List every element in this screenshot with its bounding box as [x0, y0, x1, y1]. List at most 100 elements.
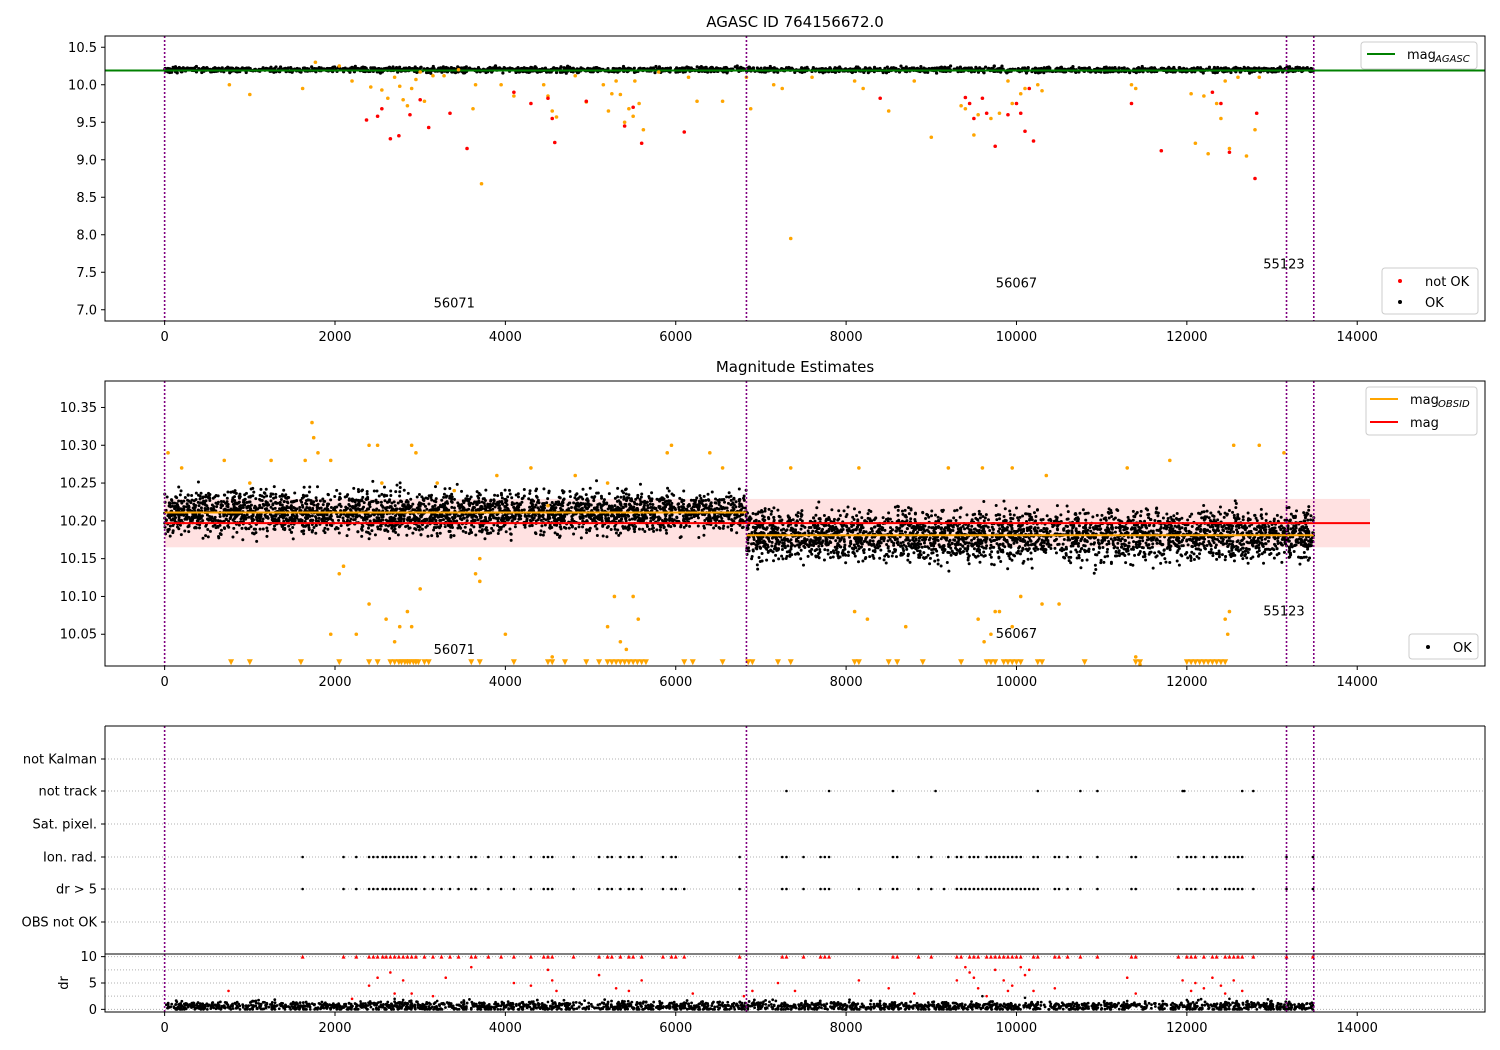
ok-point: [704, 65, 708, 70]
ok-point: [346, 515, 350, 519]
excluded-point: [550, 109, 555, 113]
ok-point: [561, 491, 565, 495]
ok-point: [596, 508, 600, 512]
excluded-point: [929, 135, 934, 140]
ok-point: [483, 499, 487, 503]
ok-point: [345, 534, 349, 538]
excluded-point: [1133, 86, 1138, 91]
ok-point: [526, 514, 530, 518]
ok-point: [375, 501, 379, 505]
ok-point: [529, 65, 533, 69]
ok-point: [173, 501, 177, 505]
ok-point: [377, 67, 381, 71]
not-ok-point: [682, 130, 687, 134]
not-ok-point: [622, 124, 627, 128]
ok-point: [406, 491, 410, 495]
ok-point: [408, 504, 412, 508]
excluded-point: [471, 106, 475, 111]
ok-point: [528, 524, 532, 528]
ok-point: [385, 494, 389, 498]
ok-point: [477, 496, 481, 500]
ok-point: [197, 493, 201, 497]
ok-point: [226, 524, 230, 528]
ok-point: [523, 525, 527, 529]
ok-point: [241, 538, 245, 542]
ok-point: [726, 525, 730, 529]
ok-point: [651, 524, 655, 528]
ok-point: [633, 525, 637, 529]
ok-point: [496, 523, 500, 527]
ok-point: [345, 494, 349, 498]
ok-point: [680, 498, 684, 502]
ok-point: [312, 525, 316, 529]
ok-point: [250, 519, 254, 523]
ok-point: [197, 526, 201, 530]
ok-point: [635, 506, 639, 510]
ok-point: [242, 513, 246, 517]
ok-point: [206, 528, 210, 532]
ok-point: [389, 509, 393, 513]
ok-point: [479, 513, 483, 517]
ok-point: [339, 513, 343, 517]
ok-point: [263, 507, 267, 511]
ok-point: [530, 504, 534, 508]
ok-point: [872, 65, 877, 69]
ok-point: [470, 523, 474, 527]
ok-point: [733, 516, 737, 520]
excluded-point: [1040, 88, 1044, 93]
ok-point: [425, 507, 429, 511]
ok-point: [595, 533, 599, 537]
ok-point: [171, 531, 175, 535]
excluded-point: [810, 75, 814, 80]
ok-point: [406, 524, 410, 528]
ok-point: [409, 497, 413, 501]
ok-point: [477, 501, 481, 505]
ok-point: [255, 539, 259, 543]
ok-point: [230, 500, 234, 504]
ok-point: [705, 506, 709, 510]
ok-point: [247, 500, 251, 504]
ok-point: [398, 490, 402, 494]
excluded-point: [442, 73, 446, 78]
ok-point: [677, 505, 681, 509]
ok-point: [710, 490, 714, 494]
ok-point: [498, 66, 502, 71]
ok-point: [381, 504, 385, 508]
ok-point: [642, 506, 646, 510]
ok-point: [478, 529, 482, 533]
ok-point: [179, 519, 183, 523]
ok-point: [619, 517, 623, 521]
ok-point: [476, 508, 480, 512]
ok-point: [173, 505, 177, 509]
ok-point: [464, 531, 468, 535]
ok-point: [177, 513, 181, 517]
ok-point: [738, 523, 742, 527]
ok-point: [574, 502, 578, 506]
x-tick-label: 2000: [318, 330, 351, 345]
ok-point: [300, 503, 304, 507]
ok-point: [648, 513, 652, 517]
ok-point: [664, 528, 668, 532]
ok-point: [733, 513, 737, 517]
ok-point: [506, 495, 510, 499]
ok-point: [381, 512, 385, 516]
ok-point: [320, 518, 324, 522]
not-ok-point: [512, 90, 516, 95]
ok-point: [175, 502, 179, 506]
ok-point: [402, 514, 406, 518]
ok-point: [663, 505, 667, 509]
ok-point: [317, 519, 321, 523]
ok-point: [601, 524, 605, 528]
ok-point: [542, 506, 546, 510]
ok-point: [712, 526, 716, 530]
ok-point: [727, 495, 731, 499]
ok-point: [682, 502, 686, 506]
ok-point: [272, 496, 276, 500]
ok-point: [267, 503, 271, 507]
ok-point: [417, 503, 421, 507]
not-ok-point: [375, 114, 380, 119]
ok-point: [458, 506, 462, 510]
ok-point: [698, 501, 702, 505]
ok-point: [650, 491, 654, 495]
